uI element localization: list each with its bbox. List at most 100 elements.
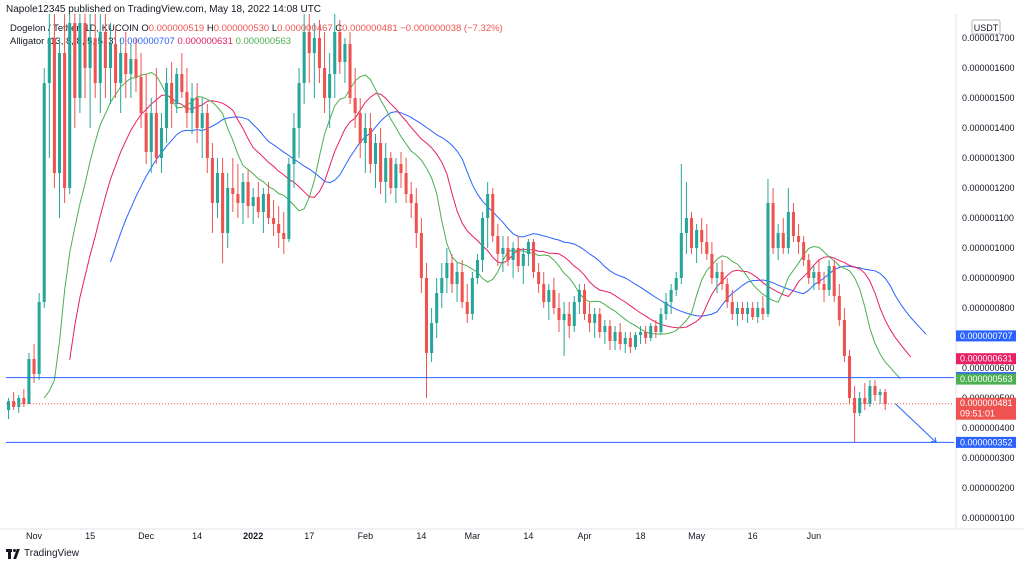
y-tick-label: 0.000001100: [962, 213, 1014, 223]
candle: [419, 218, 423, 293]
candle-body: [287, 164, 291, 239]
candle-body: [531, 242, 536, 272]
candle-body: [720, 272, 724, 284]
candle: [292, 113, 296, 188]
y-tick-label: 0.000001200: [962, 183, 1015, 193]
y-tick-label: 0.000000900: [962, 273, 1015, 283]
candle: [42, 68, 46, 308]
h-label: H: [206, 23, 214, 34]
candle: [98, 14, 102, 113]
x-tick-label: 17: [304, 531, 314, 541]
candle-body: [266, 194, 271, 218]
l-value: 0.000000467: [277, 23, 333, 34]
candle-body: [817, 272, 821, 284]
candle-body: [588, 314, 592, 323]
candle-body: [521, 254, 525, 266]
candle: [414, 188, 418, 248]
candle: [562, 302, 566, 356]
candle: [185, 68, 189, 128]
candle-body: [878, 392, 882, 395]
footer-brand: TradingView: [24, 548, 80, 559]
price-axis[interactable]: 0.000000100 0.000000200 0.000000300 0.00000…: [962, 19, 1015, 523]
candle-body: [603, 326, 607, 332]
candle-body: [231, 188, 235, 194]
candle-body: [414, 203, 418, 233]
candle-body: [674, 278, 678, 290]
x-tick-label: 14: [416, 531, 426, 541]
candle-body: [42, 83, 46, 302]
candle: [83, 14, 87, 98]
candle-body: [144, 113, 148, 152]
candle-body: [776, 233, 780, 248]
candle-body: [847, 356, 852, 398]
candle: [531, 239, 536, 278]
candle-body: [669, 290, 673, 302]
candle-body: [481, 218, 485, 260]
candle: [404, 158, 408, 203]
candle-body: [807, 260, 811, 278]
candle-body: [547, 290, 551, 302]
candle: [506, 236, 510, 266]
candle-body: [659, 314, 663, 332]
candle: [832, 260, 836, 302]
candle: [266, 182, 271, 224]
candle-body: [292, 128, 296, 164]
candle: [689, 212, 694, 254]
currency-badge: [971, 19, 1001, 35]
candle: [312, 23, 316, 98]
horizontal-lines: [6, 377, 954, 444]
candle: [195, 83, 199, 143]
candle-body: [98, 32, 102, 83]
candle-body: [22, 398, 26, 404]
candle-body: [863, 398, 867, 404]
candle-body: [695, 230, 699, 248]
candle: [297, 68, 301, 158]
candle: [180, 53, 184, 98]
candle-body: [542, 284, 546, 302]
candle-body: [475, 260, 479, 278]
candle: [63, 14, 67, 203]
candle-body: [618, 332, 622, 344]
candle: [215, 158, 220, 218]
candle-body: [312, 38, 316, 53]
candle: [781, 218, 785, 254]
candle: [593, 308, 597, 338]
candle-body: [756, 308, 760, 317]
candle: [450, 254, 454, 293]
candle-body: [552, 290, 556, 308]
candle: [190, 83, 194, 134]
candle: [358, 98, 362, 158]
candle-body: [399, 164, 403, 173]
candle: [7, 398, 11, 419]
candle-body: [526, 242, 530, 254]
candle: [22, 389, 26, 407]
candle-body: [328, 74, 332, 98]
price-label-text: 0.000000352: [960, 437, 1013, 447]
projection-arrow: [895, 403, 937, 443]
candle: [159, 113, 163, 173]
candle-body: [868, 386, 872, 404]
candle-body: [608, 326, 612, 341]
candle-body: [12, 401, 16, 407]
candle-body: [649, 326, 653, 338]
candle: [557, 293, 561, 332]
candle-body: [705, 242, 709, 254]
price-label: 0.000000707: [956, 330, 1016, 342]
candle-body: [593, 314, 597, 323]
arrow-head-icon: [931, 437, 937, 444]
candle: [628, 332, 632, 353]
candle: [379, 128, 383, 194]
price-label: 0.000000563: [956, 373, 1016, 385]
candle: [287, 158, 291, 242]
candle: [424, 263, 429, 398]
candle-body: [822, 284, 826, 290]
candle: [582, 284, 587, 320]
candle-body: [7, 401, 11, 410]
time-axis[interactable]: Nov 15 Dec 14 2022 17 Feb 14 Mar 14 Apr 18 May 16 Jun: [26, 531, 821, 541]
candle: [261, 188, 265, 233]
candle: [588, 302, 592, 332]
candle-body: [88, 38, 92, 68]
candle: [251, 188, 255, 224]
candle: [353, 68, 357, 128]
